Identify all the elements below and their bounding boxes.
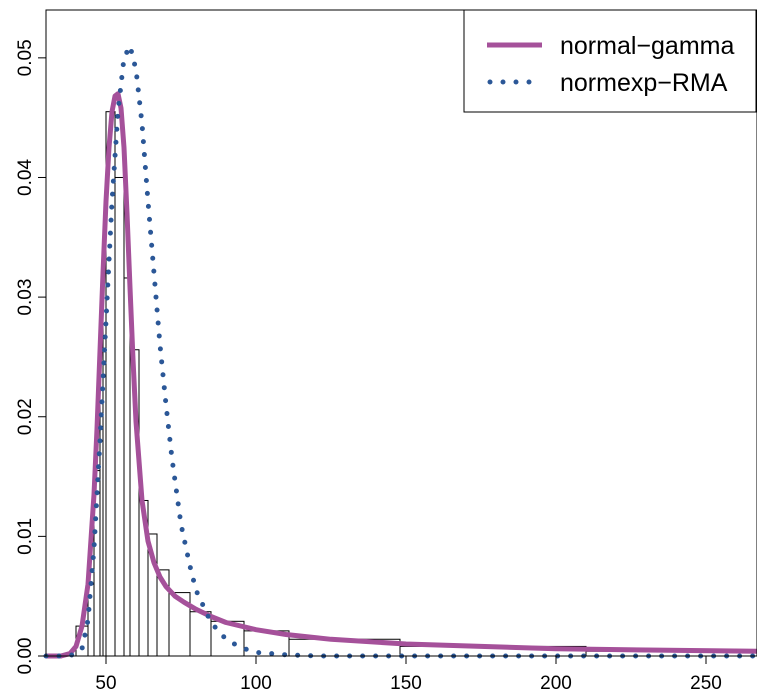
axes: 50 100 150 200 250 0.00 0.01 0.02 0.03 0.04 0.05	[15, 9, 757, 694]
plot-frame	[45, 9, 757, 657]
y-tick-label-2: 0.02	[15, 398, 36, 435]
x-tick-label-1: 100	[240, 673, 272, 694]
y-tick-label-1: 0.01	[15, 518, 36, 555]
series-normal-gamma-curve	[46, 91, 757, 659]
x-tick-label-2: 150	[390, 673, 422, 694]
legend-box	[463, 9, 757, 113]
density-curves	[43, 38, 757, 659]
y-tick-label-5: 0.05	[15, 39, 36, 76]
x-tick-label-4: 250	[690, 673, 722, 694]
histogram-bar-7	[123, 277, 131, 657]
y-tick-label-3: 0.03	[15, 279, 36, 316]
x-tick-label-3: 200	[540, 673, 572, 694]
histogram-bar-6	[114, 176, 125, 657]
y-tick-label-4: 0.04	[15, 159, 36, 196]
y-tick-label-0: 0.00	[15, 638, 36, 675]
legend-label-0: normal−gamma	[560, 32, 734, 60]
x-tick-label-0: 50	[95, 673, 116, 694]
legend: normal−gamma normexp−RMA	[463, 9, 757, 113]
legend-label-1: normexp−RMA	[560, 69, 728, 97]
histogram-bars	[75, 111, 757, 657]
series-normexp-rma-curve	[43, 38, 757, 659]
